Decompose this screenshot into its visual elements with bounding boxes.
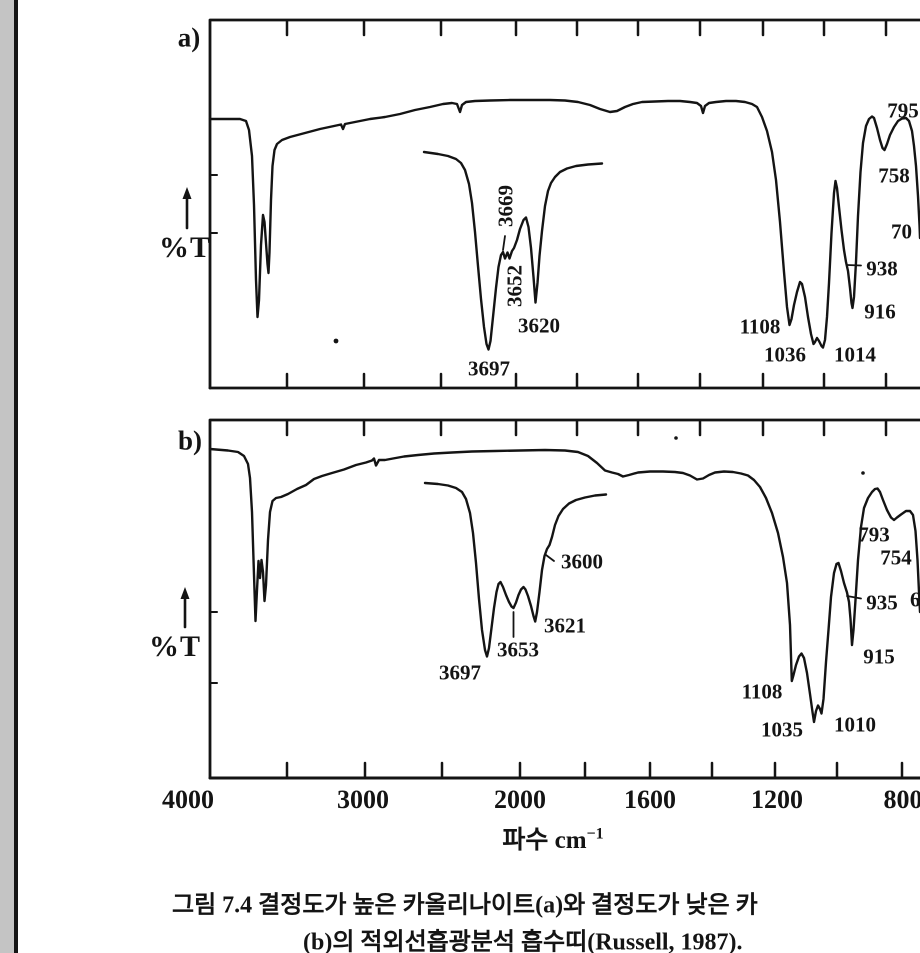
connector-a-3669 (502, 235, 506, 251)
peak-label-a-1036: 1036 (764, 342, 806, 367)
x-axis-title-unit: cm (554, 827, 587, 854)
panel-a-tag: a) (177, 22, 201, 53)
peak-label-b-3621: 3621 (544, 613, 586, 638)
y-axis-minor-ticks (209, 174, 218, 684)
panel-a-ylabel: %T (158, 231, 212, 264)
peak-label-b-1010: 1010 (834, 712, 876, 737)
peak-label-a-3620: 3620 (518, 313, 560, 338)
peak-label-b-915: 915 (863, 644, 895, 669)
connector-b-935 (846, 595, 862, 600)
x-tick-label-2000: 2000 (494, 785, 546, 814)
peak-label-a-3652: 3652 (502, 265, 527, 307)
figure-caption-line2: (b)의 적외선흡광분석 흡수띠(Russell, 1987). (303, 929, 743, 953)
page-edge-line (14, 0, 18, 953)
peak-label-a-3669: 3669 (493, 185, 518, 227)
panel-b-top-ticks (285, 419, 888, 437)
spectrum-b-inset (423, 481, 608, 658)
y-axis-arrow-b (180, 587, 190, 629)
panel-a-top-ticks (285, 19, 888, 37)
y-axis-arrow-a (182, 187, 192, 230)
peak-label-a-700-clipped: 70 (891, 219, 912, 244)
peak-label-a-1108: 1108 (739, 314, 781, 339)
peak-label-b-1108: 1108 (741, 679, 783, 704)
scan-speck-3 (861, 471, 865, 475)
x-axis-title: 파수 cm−1 (502, 820, 603, 856)
x-tick-label-1600: 1600 (624, 785, 676, 814)
spectrum-a-main (208, 98, 920, 349)
figure-caption-line1: 그림 7.4 결정도가 높은 카올리나이트(a)와 결정도가 낮은 카 (172, 892, 758, 919)
spectrum-a-inset (422, 150, 604, 351)
scan-speck-2 (674, 436, 678, 440)
peak-label-b-793: 793 (858, 522, 890, 547)
peak-label-b-3600: 3600 (561, 549, 603, 574)
x-tick-label-3000: 3000 (337, 785, 389, 814)
x-tick-label-800: 800 (883, 785, 920, 814)
peak-label-a-3697: 3697 (468, 356, 510, 381)
peak-label-b-935: 935 (866, 590, 898, 615)
peak-label-a-758: 758 (878, 163, 910, 188)
x-tick-label-1200: 1200 (751, 785, 803, 814)
x-axis-title-exponent: −1 (586, 825, 604, 843)
connector-b-3600 (545, 554, 555, 562)
peak-label-b-1035: 1035 (761, 717, 803, 742)
panel-b-ylabel: %T (148, 630, 202, 663)
x-axis-ticks (285, 761, 904, 779)
panel-a-bottom-ticks (285, 372, 888, 389)
connector-a-938 (846, 264, 862, 267)
panel-b-tag: b) (177, 425, 203, 456)
peak-label-a-1014: 1014 (834, 342, 876, 367)
panel-a-frame (208, 18, 920, 390)
page-edge-strip (0, 0, 14, 953)
peak-label-a-916: 916 (864, 299, 896, 324)
panel-b-frame (208, 418, 920, 780)
peak-label-a-795: 795 (887, 98, 919, 123)
label-connectors (502, 235, 862, 638)
scan-speck-1 (333, 338, 339, 344)
spectrum-b-main (208, 447, 920, 724)
peak-label-b-690-clipped: 6 (910, 587, 920, 612)
x-tick-label-4000: 4000 (162, 785, 214, 814)
peak-label-b-754: 754 (880, 545, 912, 570)
peak-label-b-3697: 3697 (439, 660, 481, 685)
x-axis-title-korean: 파수 (502, 827, 549, 854)
peak-label-a-938: 938 (866, 256, 898, 281)
peak-label-b-3653: 3653 (497, 637, 539, 662)
